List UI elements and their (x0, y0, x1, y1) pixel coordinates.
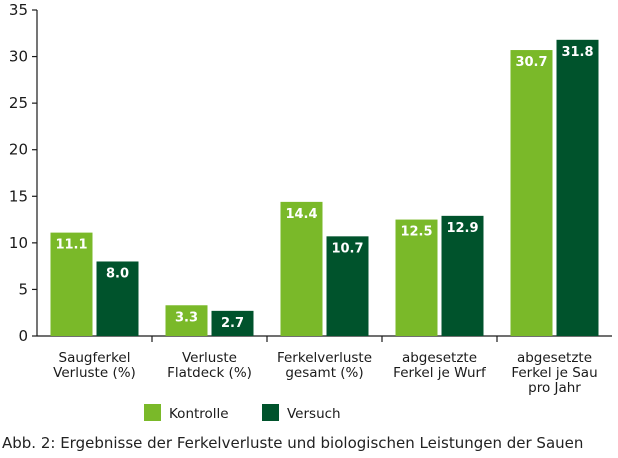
y-tick-label: 20 (9, 141, 28, 159)
x-category-line: abgesetzte (517, 350, 592, 366)
caption-text: Ergebnisse der Ferkelverluste und biolog… (55, 434, 584, 452)
x-category-line: Saugferkel (59, 350, 131, 366)
y-tick-label: 10 (9, 234, 28, 252)
bar-kontrolle (395, 219, 438, 336)
y-tick-label: 25 (9, 94, 28, 112)
bar-value-label: 12.9 (446, 221, 478, 236)
bar-kontrolle (510, 50, 553, 337)
figure-caption: Abb. 2: Ergebnisse der Ferkelverluste un… (2, 434, 583, 452)
caption-prefix: Abb. 2: (2, 434, 56, 452)
bar-value-label: 11.1 (55, 238, 87, 253)
y-tick-label: 15 (9, 187, 28, 205)
x-category-line: gesamt (%) (285, 365, 363, 381)
bar-value-label: 31.8 (561, 45, 593, 60)
bar-value-label: 10.7 (331, 241, 363, 256)
y-tick-label: 0 (18, 327, 28, 345)
legend-swatch-kontrolle (144, 404, 161, 421)
bar-value-label: 2.7 (221, 316, 244, 331)
x-category-label: Saugferkel Verluste (%) (53, 350, 136, 381)
bar-kontrolle (50, 232, 93, 336)
bar-versuch (211, 310, 254, 336)
bar-versuch (441, 215, 484, 336)
y-tick-label: 5 (18, 280, 28, 298)
y-axis: 0 5 10 15 20 25 30 35 (9, 1, 38, 345)
legend: Kontrolle Versuch (144, 404, 341, 422)
x-category-line: Ferkel je Sau (511, 365, 597, 381)
legend-label-versuch: Versuch (287, 406, 341, 422)
bar-value-label: 30.7 (515, 55, 547, 70)
x-category-line: abgesetzte (402, 350, 477, 366)
bar-value-label: 14.4 (285, 207, 317, 222)
x-category-line: pro Jahr (528, 380, 581, 396)
x-category-line: Ferkel je Wurf (393, 365, 487, 381)
legend-label-kontrolle: Kontrolle (169, 406, 229, 422)
bar-value-label: 8.0 (106, 266, 129, 281)
x-category-label: abgesetzte Ferkel je Sau pro Jahr (511, 350, 597, 396)
bar-kontrolle (165, 305, 208, 336)
x-category-label: Ferkelverluste gesamt (%) (277, 350, 372, 381)
bar-versuch (326, 236, 369, 336)
bar-versuch (556, 39, 599, 336)
x-category-line: Ferkelverluste (277, 350, 372, 366)
x-category-line: Flatdeck (%) (167, 365, 252, 381)
bar-value-label: 3.3 (175, 310, 198, 325)
x-category-line: Verluste (%) (53, 365, 136, 381)
x-category-label: Verluste Flatdeck (%) (167, 350, 252, 381)
bar-value-label: 12.5 (400, 225, 432, 240)
bar-kontrolle (280, 201, 323, 336)
y-tick-label: 35 (9, 1, 28, 19)
bars: 11.1 3.3 14.4 12.5 30.7 8.0 2.7 10.7 12.9 31.8 (50, 39, 599, 337)
y-tick-label: 30 (9, 48, 28, 66)
x-category-line: Verluste (182, 350, 237, 366)
bar-versuch (96, 261, 139, 336)
x-axis: Saugferkel Verluste (%) Verluste Flatdeck (… (37, 335, 612, 396)
legend-swatch-versuch (262, 404, 279, 421)
x-category-label: abgesetzte Ferkel je Wurf (393, 350, 487, 381)
